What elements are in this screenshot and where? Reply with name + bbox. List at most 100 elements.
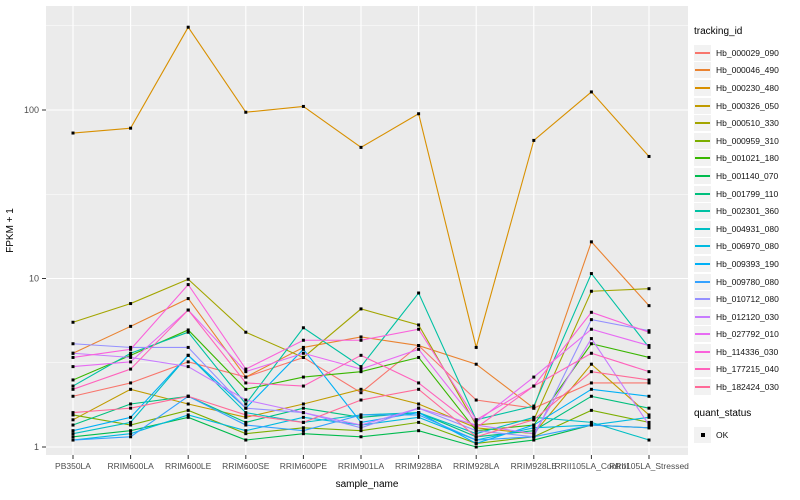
data-point: [71, 387, 75, 391]
data-point: [71, 413, 75, 417]
legend-item-Hb_182424_030: Hb_182424_030: [694, 378, 798, 396]
data-point: [532, 426, 536, 430]
data-point: [186, 328, 190, 332]
data-point: [589, 240, 593, 244]
data-point: [301, 338, 305, 342]
data-point: [301, 326, 305, 330]
legend-key-swatch: [694, 62, 711, 79]
y-tick-label: 1: [34, 442, 39, 452]
data-point: [129, 402, 133, 406]
data-point: [647, 330, 651, 334]
data-point: [647, 394, 651, 398]
data-point: [359, 415, 363, 419]
legend-key-swatch: [694, 255, 711, 272]
data-point: [186, 413, 190, 417]
legend-key-swatch: [694, 291, 711, 308]
data-point: [359, 145, 363, 149]
data-point: [244, 402, 248, 406]
data-point: [532, 384, 536, 388]
data-point: [417, 415, 421, 419]
legend-key-swatch: [694, 308, 711, 325]
data-point: [186, 25, 190, 29]
data-point: [589, 337, 593, 341]
data-point: [417, 381, 421, 385]
data-point: [71, 435, 75, 439]
data-point: [474, 398, 478, 402]
legend-key-swatch: [694, 97, 711, 114]
data-point: [359, 338, 363, 342]
legend-item-label: Hb_000510_330: [716, 118, 779, 129]
legend-item-Hb_001140_070: Hb_001140_070: [694, 167, 798, 185]
x-tick-label: RRIM928LA: [453, 461, 500, 471]
legend-key-swatch: [694, 361, 711, 378]
data-point: [129, 429, 133, 433]
data-point: [301, 355, 305, 359]
legend-item-label: Hb_177215_040: [716, 364, 779, 375]
legend-color-line: [695, 157, 710, 160]
data-point: [647, 415, 651, 419]
legend-key-swatch: [694, 132, 711, 149]
legend-item-label: Hb_010712_080: [716, 294, 779, 305]
data-point: [474, 429, 478, 433]
data-point: [532, 432, 536, 436]
legend-item-Hb_004931_080: Hb_004931_080: [694, 220, 798, 238]
data-point: [359, 423, 363, 427]
data-point: [589, 381, 593, 385]
data-point: [647, 426, 651, 430]
x-tick-label: PB350LA: [55, 461, 91, 471]
data-point: [186, 408, 190, 412]
data-point: [129, 353, 133, 357]
data-point: [301, 415, 305, 419]
data-point: [647, 344, 651, 348]
data-point: [474, 423, 478, 427]
data-point: [589, 351, 593, 355]
data-point: [186, 402, 190, 406]
data-point: [589, 327, 593, 331]
data-point: [129, 387, 133, 391]
data-point: [417, 411, 421, 415]
legend-item-Hb_000029_090: Hb_000029_090: [694, 44, 798, 62]
legend-item-Hb_000230_480: Hb_000230_480: [694, 79, 798, 97]
data-point: [301, 420, 305, 424]
legend-item-label: Hb_182424_030: [716, 382, 779, 393]
legend-item-label: Hb_000959_310: [716, 135, 779, 146]
data-point: [71, 438, 75, 442]
legend-color-line: [695, 174, 710, 177]
legend-item-label: Hb_002301_360: [716, 206, 779, 217]
legend-quant-items: OK: [694, 426, 798, 444]
data-point: [589, 272, 593, 276]
data-point: [359, 435, 363, 439]
data-point: [71, 378, 75, 382]
data-point: [244, 330, 248, 334]
data-point: [474, 420, 478, 424]
data-point: [359, 429, 363, 433]
data-point: [474, 441, 478, 445]
legend-key-swatch: [694, 220, 711, 237]
legend-item-quant-OK: OK: [694, 426, 798, 444]
data-point: [359, 365, 363, 369]
data-point: [129, 345, 133, 349]
data-points: [71, 25, 651, 449]
data-point: [129, 351, 133, 355]
data-point: [589, 342, 593, 346]
legend-key-swatch: [694, 167, 711, 184]
legend-item-label: Hb_001799_110: [716, 188, 779, 199]
x-axis-title: sample_name: [336, 479, 399, 490]
data-point: [532, 404, 536, 408]
legend-color-line: [695, 210, 710, 213]
data-point: [589, 423, 593, 427]
data-point: [129, 360, 133, 364]
legend-item-label: Hb_009393_190: [716, 258, 779, 269]
data-point: [417, 429, 421, 433]
data-point: [244, 411, 248, 415]
data-point: [417, 323, 421, 327]
data-point: [129, 406, 133, 410]
x-tick-label: RRIM928BA: [395, 461, 443, 471]
y-tick-label: 10: [29, 274, 39, 284]
legend-color-line: [695, 350, 710, 353]
legend-item-Hb_027792_010: Hb_027792_010: [694, 326, 798, 344]
data-point: [647, 287, 651, 291]
data-point: [301, 345, 305, 349]
